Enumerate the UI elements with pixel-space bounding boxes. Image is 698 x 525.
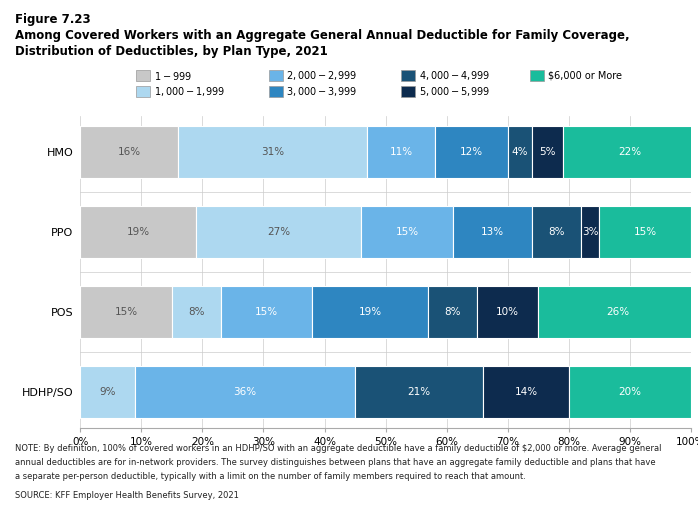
Bar	[362, 206, 453, 258]
Text: 15%: 15%	[396, 227, 419, 237]
Bar	[80, 206, 196, 258]
Bar	[355, 366, 483, 418]
Text: $4,000 - $4,999: $4,000 - $4,999	[419, 69, 490, 82]
Bar	[367, 125, 434, 177]
Text: 11%: 11%	[389, 146, 413, 156]
Text: 36%: 36%	[234, 387, 257, 397]
Text: a separate per-person deductible, typically with a limit on the number of family: a separate per-person deductible, typica…	[15, 472, 526, 481]
Text: Figure 7.23: Figure 7.23	[15, 13, 91, 26]
Bar	[221, 286, 313, 338]
Text: 9%: 9%	[100, 387, 116, 397]
Text: 8%: 8%	[445, 307, 461, 317]
Bar	[172, 286, 221, 338]
Text: 27%: 27%	[267, 227, 290, 237]
Text: 13%: 13%	[481, 227, 504, 237]
Text: 15%: 15%	[255, 307, 278, 317]
Text: 8%: 8%	[549, 227, 565, 237]
Text: 4%: 4%	[512, 146, 528, 156]
Bar	[569, 366, 691, 418]
Bar	[80, 366, 135, 418]
Bar	[80, 286, 172, 338]
Bar	[532, 125, 563, 177]
Text: $5,000 - $5,999: $5,000 - $5,999	[419, 85, 490, 98]
Text: 15%: 15%	[114, 307, 138, 317]
Bar	[600, 206, 691, 258]
Text: NOTE: By definition, 100% of covered workers in an HDHP/SO with an aggregate ded: NOTE: By definition, 100% of covered wor…	[15, 444, 662, 453]
Text: 20%: 20%	[618, 387, 641, 397]
Text: SOURCE: KFF Employer Health Benefits Survey, 2021: SOURCE: KFF Employer Health Benefits Sur…	[15, 491, 239, 500]
Text: 22%: 22%	[618, 146, 641, 156]
Bar	[483, 366, 569, 418]
Text: Distribution of Deductibles, by Plan Type, 2021: Distribution of Deductibles, by Plan Typ…	[15, 45, 328, 58]
Text: 19%: 19%	[359, 307, 382, 317]
Text: 3%: 3%	[582, 227, 598, 237]
Text: 19%: 19%	[127, 227, 150, 237]
Text: 16%: 16%	[117, 146, 141, 156]
Bar	[196, 206, 362, 258]
Bar	[313, 286, 429, 338]
Bar	[581, 206, 600, 258]
Bar	[563, 125, 697, 177]
Text: 5%: 5%	[540, 146, 556, 156]
Bar	[80, 125, 178, 177]
Text: 15%: 15%	[634, 227, 657, 237]
Text: $1 - $999: $1 - $999	[154, 70, 192, 81]
Text: 31%: 31%	[261, 146, 284, 156]
Text: $1,000 - $1,999: $1,000 - $1,999	[154, 85, 225, 98]
Bar	[532, 206, 581, 258]
Text: 21%: 21%	[408, 387, 431, 397]
Text: 10%: 10%	[496, 307, 519, 317]
Text: $6,000 or More: $6,000 or More	[548, 70, 622, 81]
Bar	[135, 366, 355, 418]
Text: $2,000 - $2,999: $2,000 - $2,999	[286, 69, 357, 82]
Bar	[477, 286, 538, 338]
Bar	[538, 286, 697, 338]
Bar	[453, 206, 532, 258]
Text: 14%: 14%	[514, 387, 537, 397]
Text: 26%: 26%	[606, 307, 630, 317]
Bar	[178, 125, 367, 177]
Text: annual deductibles are for in-network providers. The survey distinguishes betwee: annual deductibles are for in-network pr…	[15, 458, 656, 467]
Bar	[429, 286, 477, 338]
Bar	[507, 125, 532, 177]
Text: Among Covered Workers with an Aggregate General Annual Deductible for Family Cov: Among Covered Workers with an Aggregate …	[15, 29, 630, 42]
Text: 8%: 8%	[188, 307, 205, 317]
Text: $3,000 - $3,999: $3,000 - $3,999	[286, 85, 357, 98]
Text: 12%: 12%	[459, 146, 483, 156]
Bar	[434, 125, 507, 177]
